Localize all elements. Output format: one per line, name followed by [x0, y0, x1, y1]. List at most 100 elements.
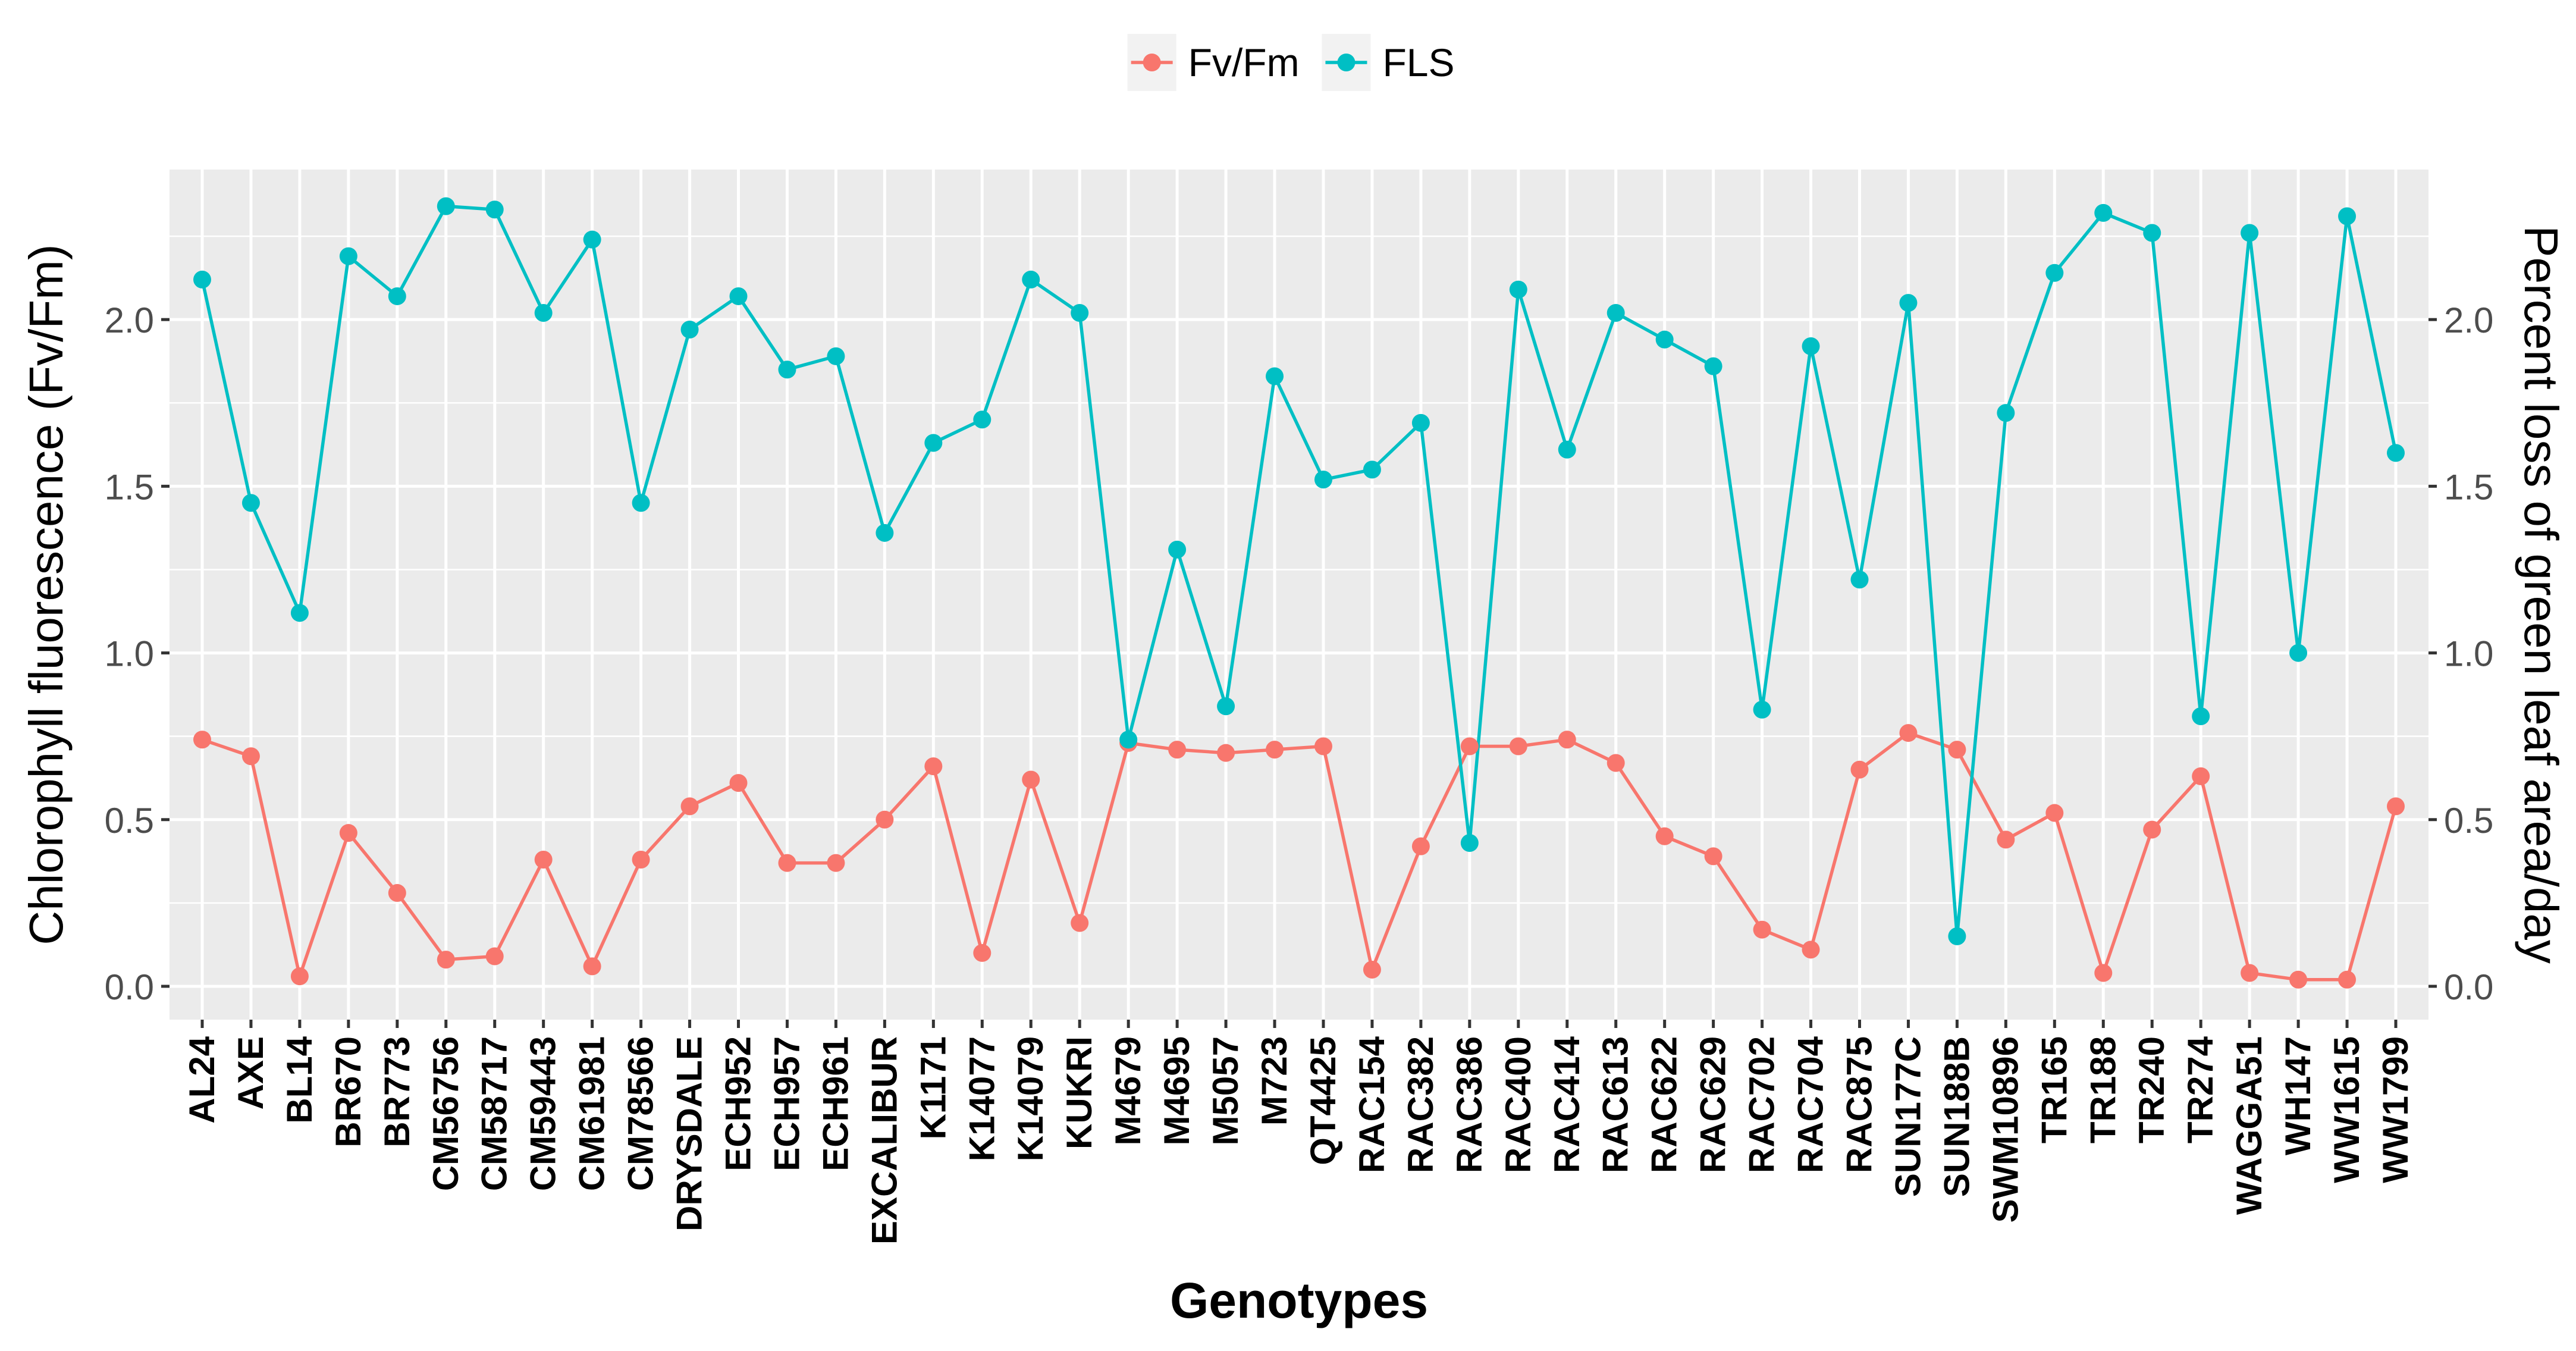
data-point — [1509, 280, 1527, 299]
data-point — [2338, 970, 2357, 989]
x-tick-label: TR240 — [2132, 1036, 2172, 1143]
data-point — [2241, 964, 2259, 982]
data-point — [2045, 804, 2064, 822]
x-tick-label: M723 — [1254, 1036, 1294, 1126]
y-tick-label-right: 1.5 — [2444, 467, 2493, 507]
data-point — [1948, 741, 1966, 759]
data-point — [2143, 820, 2161, 839]
data-point — [1411, 413, 1430, 432]
data-point — [2192, 707, 2210, 726]
x-tick-label: RAC400 — [1498, 1036, 1538, 1173]
axes: 0.0 0.0 0.5 0.5 1.0 1.0 1.5 1.5 2.0 2.0 AL24 AXE BL1… — [105, 300, 2494, 1245]
x-tick-label: K14077 — [962, 1036, 1002, 1161]
data-point — [1460, 737, 1479, 756]
data-point — [1802, 941, 1820, 959]
data-point — [973, 943, 992, 962]
x-tick-label: RAC414 — [1547, 1036, 1587, 1173]
data-point — [339, 247, 357, 265]
data-point — [1411, 837, 1430, 855]
x-tick-label: RAC702 — [1742, 1036, 1782, 1173]
data-point — [193, 270, 211, 289]
x-axis-title: Genotypes — [1170, 1272, 1428, 1328]
x-tick-label: BR670 — [328, 1036, 368, 1148]
data-point — [827, 854, 845, 872]
data-point — [2289, 644, 2308, 662]
data-point — [2241, 224, 2259, 242]
data-point — [1753, 700, 1771, 719]
data-point — [1460, 833, 1479, 852]
y-axis-title-right: Percent loss of green leaf area/day — [2515, 225, 2568, 964]
x-tick-label: M4695 — [1157, 1036, 1197, 1145]
legend-label: Fv/Fm — [1188, 40, 1300, 84]
data-point — [973, 410, 992, 429]
data-point — [876, 524, 894, 542]
y-tick-label-right: 1.0 — [2444, 634, 2493, 674]
data-point — [1217, 697, 1235, 716]
data-point — [924, 434, 943, 452]
data-point — [1168, 741, 1187, 759]
data-point — [1997, 404, 2015, 422]
data-point — [729, 774, 748, 792]
data-point — [290, 604, 309, 622]
data-point — [1655, 827, 1674, 845]
x-tick-label: WAGGA51 — [2229, 1036, 2269, 1215]
x-tick-label: TR165 — [2034, 1036, 2074, 1143]
data-point — [241, 747, 260, 766]
data-point — [827, 347, 845, 365]
data-point — [1655, 330, 1674, 349]
data-point — [485, 947, 504, 966]
data-point — [1558, 731, 1576, 749]
data-point — [1071, 914, 1089, 932]
series-layer — [193, 197, 2405, 989]
x-tick-label: SUN188B — [1937, 1036, 1976, 1197]
x-tick-label: RAC154 — [1352, 1036, 1392, 1173]
data-point — [2143, 224, 2161, 242]
series-line — [200, 204, 2398, 938]
y-tick-label-left: 0.5 — [105, 801, 154, 841]
y-axis-title-left: Chlorophyll fluorescence (Fv/Fm) — [20, 244, 73, 945]
data-point — [388, 287, 406, 305]
data-point — [2094, 203, 2113, 222]
x-tick-label: EXCALIBUR — [864, 1036, 904, 1245]
data-point — [290, 967, 309, 986]
data-point — [534, 851, 553, 869]
x-tick-label: AXE — [231, 1036, 271, 1109]
plot-panel — [170, 170, 2428, 1020]
data-point — [1363, 960, 1381, 979]
data-point — [1314, 737, 1332, 756]
x-tick-label: RAC622 — [1645, 1036, 1684, 1173]
x-tick-label: DRYSDALE — [670, 1036, 710, 1231]
x-tick-label: M5057 — [1206, 1036, 1245, 1145]
x-tick-label: CM56756 — [426, 1036, 466, 1191]
data-point — [1558, 440, 1576, 459]
x-tick-label: CM78566 — [621, 1036, 661, 1191]
x-tick-label: BR773 — [377, 1036, 417, 1148]
data-point — [2387, 797, 2405, 816]
legend-label: FLS — [1382, 40, 1454, 84]
data-point — [583, 230, 601, 249]
data-point — [1314, 471, 1332, 489]
data-point — [729, 287, 748, 305]
x-tick-label: CM59443 — [523, 1036, 563, 1191]
x-tick-label: BL14 — [280, 1036, 319, 1123]
data-point — [485, 200, 504, 219]
x-tick-label: KUKRI — [1059, 1036, 1099, 1149]
data-point — [437, 951, 455, 969]
data-point — [2338, 207, 2357, 225]
y-tick-label-left: 1.5 — [105, 467, 154, 507]
grid — [170, 170, 2428, 1020]
data-point — [2045, 264, 2064, 282]
y-tick-label-left: 1.0 — [105, 634, 154, 674]
data-point — [1022, 770, 1040, 789]
data-point — [1022, 270, 1040, 289]
data-point — [583, 957, 601, 976]
x-tick-label: TR274 — [2180, 1036, 2220, 1143]
data-point — [2192, 767, 2210, 785]
x-tick-label: K14079 — [1011, 1036, 1050, 1161]
data-point — [1363, 460, 1381, 479]
data-point — [1266, 367, 1284, 385]
data-point — [1899, 294, 1918, 312]
data-point — [534, 303, 553, 322]
